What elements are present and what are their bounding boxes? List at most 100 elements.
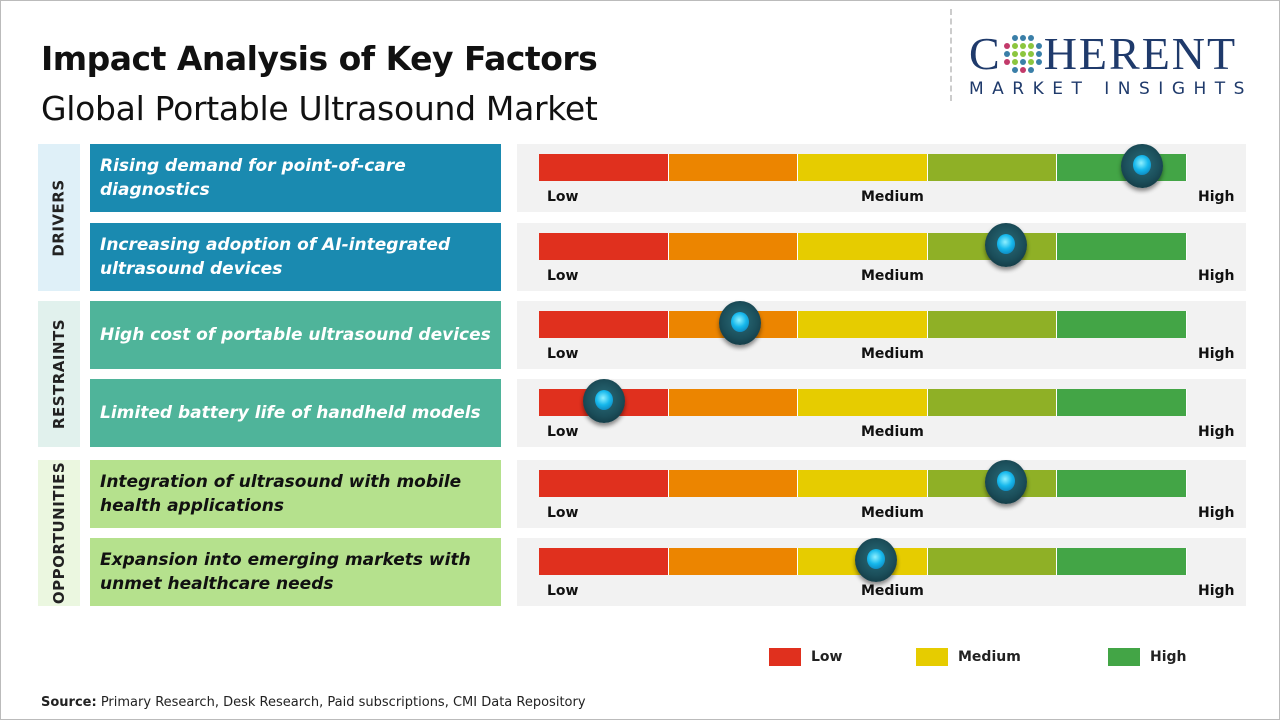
logo-dot: [1027, 43, 1034, 49]
impact-marker-knob: [1120, 144, 1163, 188]
source-text: Primary Research, Desk Research, Paid su…: [96, 695, 586, 710]
logo-tagline: MARKET INSIGHTS: [969, 79, 1253, 99]
logo-dot: [1027, 51, 1034, 57]
scale-label-medium: Medium: [861, 346, 924, 362]
impact-marker-knob: [854, 538, 897, 582]
source-note: Source: Primary Research, Desk Research,…: [41, 695, 586, 710]
gauge-segment: [668, 389, 799, 416]
logo-dot: [1003, 59, 1010, 65]
logo-dot: [1035, 59, 1042, 65]
logo-dot: [1035, 51, 1042, 57]
gauge-segment: [927, 548, 1058, 575]
gauge-segment: [927, 389, 1058, 416]
impact-gauge: Low Medium High: [517, 538, 1246, 606]
page-subtitle: Global Portable Ultrasound Market: [41, 89, 598, 128]
gauge-segment: [927, 154, 1058, 181]
scale-label-medium: Medium: [861, 505, 924, 521]
globe-dots-icon: [1003, 35, 1042, 73]
scale-label-medium: Medium: [861, 424, 924, 440]
logo-dot: [1027, 67, 1034, 73]
impact-marker-knob: [984, 460, 1027, 504]
scale-label-medium: Medium: [861, 583, 924, 599]
logo-word: HERENT: [1043, 28, 1238, 79]
category-label: OPPORTUNITIES: [50, 461, 68, 605]
logo-dot: [1036, 35, 1042, 41]
gauge-segment: [539, 548, 669, 575]
gauge-segment: [539, 470, 669, 497]
gauge-segment: [1057, 470, 1187, 497]
gauge-segment: [798, 233, 928, 260]
factor-label: Expansion into emerging markets with unm…: [90, 538, 501, 606]
logo-dot: [1011, 51, 1018, 57]
scale-label-high: High: [1198, 424, 1235, 440]
legend-swatch: [1108, 648, 1140, 666]
gauge-segment: [539, 154, 669, 181]
gauge-segment: [1057, 389, 1187, 416]
scale-label-high: High: [1198, 268, 1235, 284]
scale-label-low: Low: [547, 583, 579, 599]
logo-dot: [1035, 43, 1042, 49]
gauge-segment: [1057, 311, 1187, 338]
scale-label-high: High: [1198, 505, 1235, 521]
logo-dot: [1019, 59, 1026, 65]
legend-swatch: [769, 648, 801, 666]
gauge-segment: [539, 233, 669, 260]
category-label: RESTRAINTS: [50, 318, 69, 430]
logo-dot: [1004, 67, 1010, 73]
logo-dot: [1011, 35, 1018, 41]
impact-gauge: Low Medium High: [517, 460, 1246, 528]
factor-label: Integration of ultrasound with mobile he…: [90, 460, 501, 528]
page-title: Impact Analysis of Key Factors: [41, 39, 598, 78]
factor-label: High cost of portable ultrasound devices: [90, 301, 501, 369]
logo-dot: [1003, 43, 1010, 49]
impact-gauge: Low Medium High: [517, 223, 1246, 291]
factor-label: Increasing adoption of AI-integrated ult…: [90, 223, 501, 291]
gauge-segment: [1057, 233, 1187, 260]
logo-dot: [1027, 35, 1034, 41]
logo-dot: [1019, 51, 1026, 57]
source-label: Source:: [41, 695, 97, 710]
logo-dot: [1003, 51, 1010, 57]
category-drivers: DRIVERS: [38, 144, 80, 291]
scale-label-low: Low: [547, 424, 579, 440]
scale-label-high: High: [1198, 583, 1235, 599]
divider: [950, 9, 952, 101]
legend-item-low: Low: [769, 648, 842, 666]
scale-label-high: High: [1198, 346, 1235, 362]
gauge-segment: [668, 233, 799, 260]
legend-label: High: [1150, 649, 1187, 665]
logo-dot: [1027, 59, 1034, 65]
logo-dot: [1011, 43, 1018, 49]
legend-label: Medium: [958, 649, 1021, 665]
legend-item-high: High: [1108, 648, 1187, 666]
impact-gauge: Low Medium High: [517, 379, 1246, 447]
gauge-segment: [798, 311, 928, 338]
logo-dot: [1019, 43, 1026, 49]
scale-label-low: Low: [547, 268, 579, 284]
legend-label: Low: [811, 649, 843, 665]
impact-marker-knob: [582, 379, 625, 423]
gauge-segment: [668, 470, 799, 497]
category-opportunities: OPPORTUNITIES: [38, 460, 80, 606]
impact-gauge: Low Medium High: [517, 144, 1246, 212]
gauge-segment: [927, 311, 1058, 338]
factor-label: Rising demand for point-of-care diagnost…: [90, 144, 501, 212]
logo-dot: [1011, 59, 1018, 65]
scale-label-medium: Medium: [861, 189, 924, 205]
category-label: DRIVERS: [50, 178, 69, 257]
gauge-segment: [798, 470, 928, 497]
logo-dot: [1004, 35, 1010, 41]
scale-label-high: High: [1198, 189, 1235, 205]
logo-dot: [1036, 67, 1042, 73]
gauge-segment: [539, 311, 669, 338]
category-restraints: RESTRAINTS: [38, 301, 80, 447]
logo-dot: [1019, 35, 1026, 41]
gauge-segment: [668, 154, 799, 181]
gauge-segment: [798, 389, 928, 416]
gauge-segment: [668, 548, 799, 575]
impact-marker-knob: [718, 301, 761, 345]
legend-item-medium: Medium: [916, 648, 1021, 666]
logo-dot: [1011, 67, 1018, 73]
impact-marker-knob: [984, 223, 1027, 267]
scale-label-medium: Medium: [861, 268, 924, 284]
